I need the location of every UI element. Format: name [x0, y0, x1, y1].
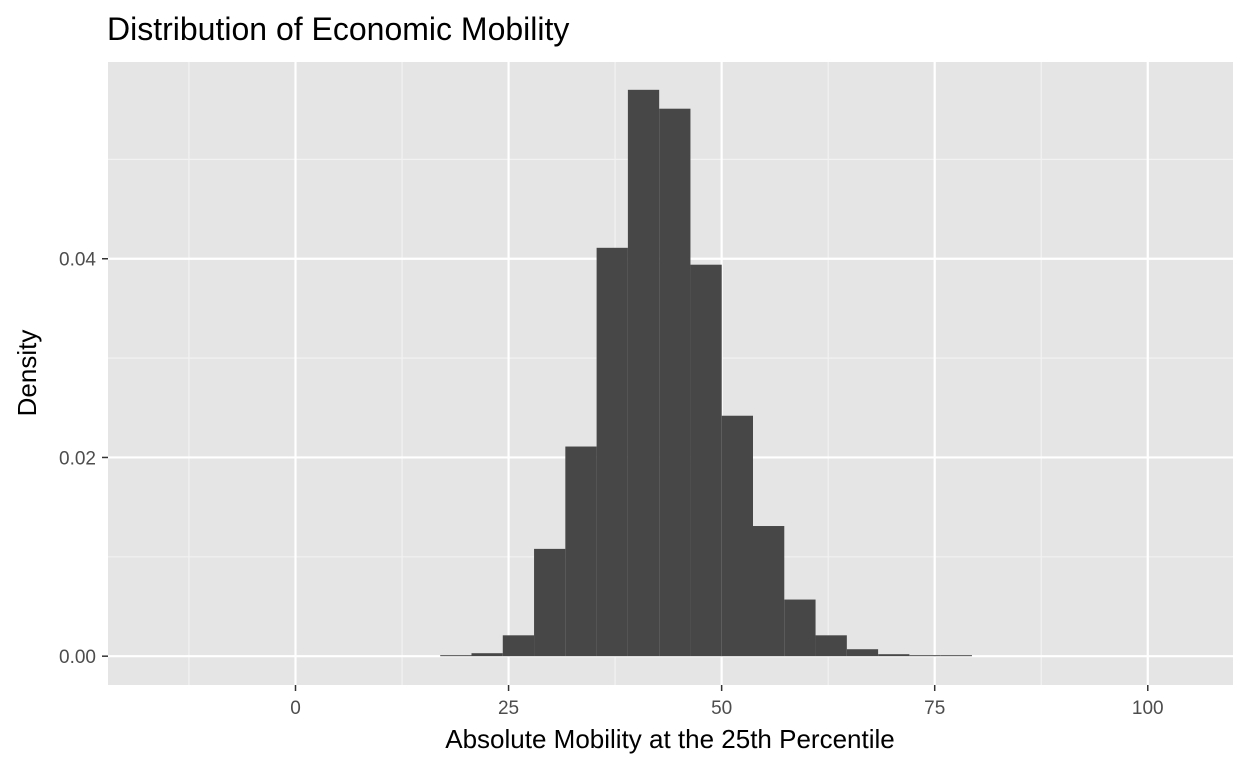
x-axis: 0 25 50 75 100	[290, 685, 1164, 719]
x-tick-label: 50	[711, 698, 732, 719]
histogram-bar	[878, 654, 910, 657]
x-tick-label: 75	[924, 698, 945, 719]
histogram-bar	[565, 446, 597, 657]
histogram-bar	[784, 599, 816, 657]
y-tick-label: 0.00	[59, 647, 96, 668]
y-tick-label: 0.04	[59, 250, 96, 271]
histogram-bar	[471, 653, 503, 657]
histogram-bar	[940, 655, 972, 657]
histogram-bar	[659, 108, 691, 657]
histogram-bar	[909, 655, 941, 657]
x-tick-label: 25	[498, 698, 519, 719]
histogram-bar	[815, 635, 847, 657]
x-axis-label: Absolute Mobility at the 25th Percentile	[445, 724, 894, 754]
x-tick-label: 0	[290, 698, 301, 719]
histogram-bar	[596, 247, 628, 657]
y-axis: 0.00 0.02 0.04	[59, 250, 108, 668]
histogram-bar	[440, 655, 472, 657]
histogram-bar	[502, 635, 535, 657]
histogram-bar	[627, 89, 660, 657]
x-tick-label: 100	[1132, 698, 1164, 719]
histogram-bar	[690, 264, 722, 657]
histogram-bar	[846, 649, 879, 657]
histogram-bar	[721, 415, 753, 657]
y-tick-label: 0.02	[59, 448, 96, 469]
histogram-bar	[534, 548, 566, 657]
chart-title: Distribution of Economic Mobility	[107, 11, 569, 47]
y-axis-label: Density	[12, 330, 42, 417]
histogram-bars	[440, 89, 972, 657]
histogram-bar	[753, 526, 785, 657]
